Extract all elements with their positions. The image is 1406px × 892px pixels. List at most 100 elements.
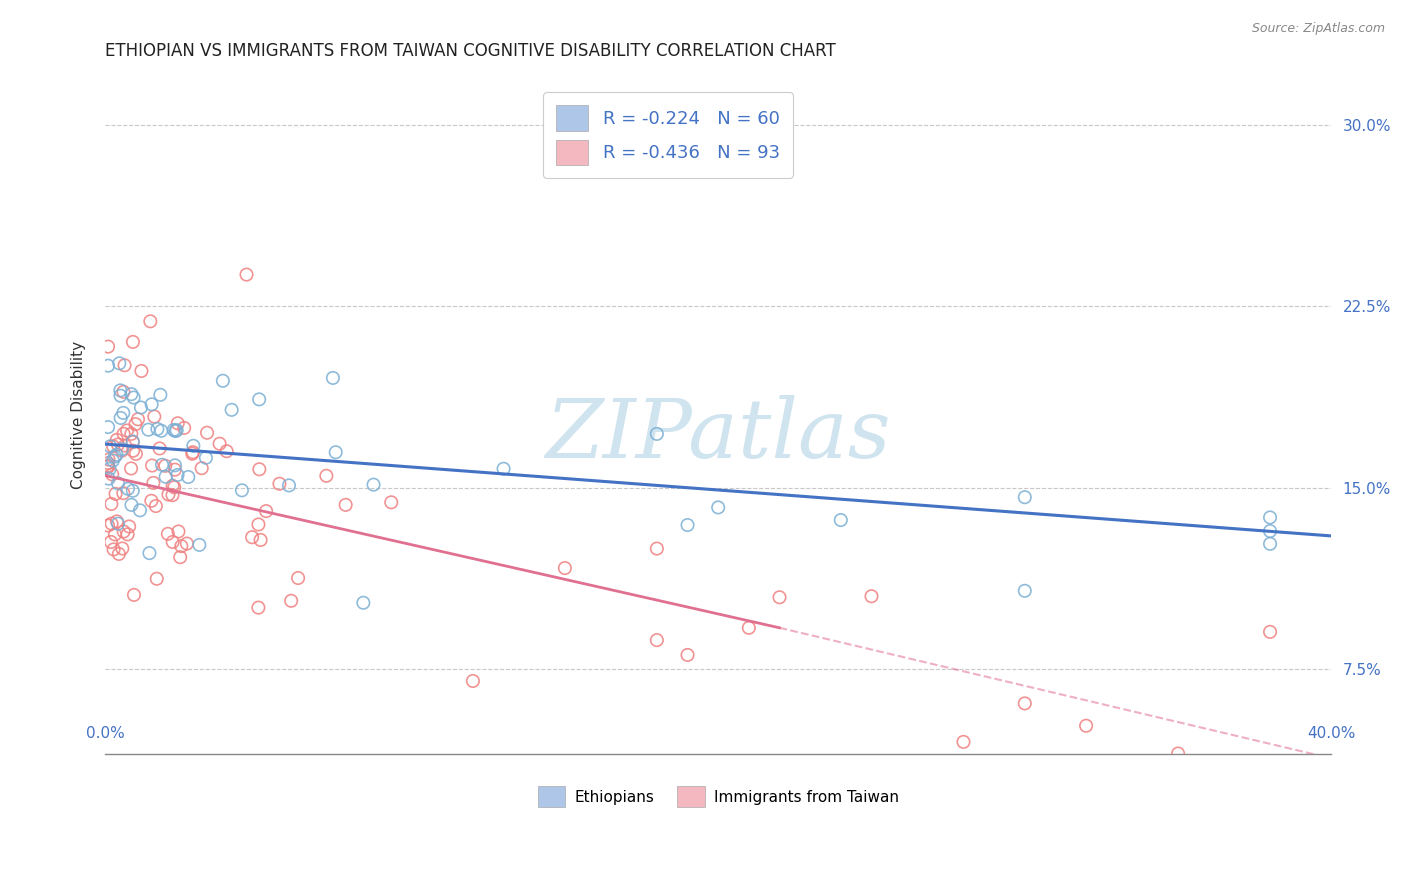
Point [145, 572, 167, 586]
Point [121, 435, 143, 450]
Point [104, 450, 127, 464]
Point [120, 461, 142, 475]
Point [269, 476, 291, 491]
Point [97, 340, 120, 354]
Point [278, 478, 301, 492]
Point [110, 384, 132, 398]
Point [121, 434, 143, 449]
Point [97, 359, 120, 373]
Point [1014, 583, 1036, 598]
Point [112, 486, 135, 500]
Point [104, 527, 127, 541]
Point [145, 499, 167, 513]
Point [215, 444, 238, 458]
Point [163, 458, 186, 473]
Point [101, 467, 124, 482]
Text: ZIPatlas: ZIPatlas [546, 395, 891, 475]
Point [554, 561, 576, 575]
Point [100, 497, 122, 511]
Point [247, 392, 270, 407]
Point [105, 515, 128, 529]
Point [129, 401, 152, 415]
Point [120, 387, 142, 401]
Point [122, 334, 145, 349]
Point [165, 424, 187, 438]
Point [315, 468, 337, 483]
Point [247, 517, 270, 532]
Point [141, 458, 163, 473]
Point [143, 409, 166, 424]
Point [107, 476, 129, 491]
Point [170, 539, 193, 553]
Point [163, 463, 186, 477]
Point [150, 458, 173, 472]
Point [1074, 719, 1097, 733]
Point [114, 438, 136, 452]
Point [169, 550, 191, 565]
Point [112, 426, 135, 441]
Point [138, 546, 160, 560]
Point [166, 467, 188, 482]
Point [1258, 624, 1281, 639]
Point [830, 513, 852, 527]
Point [325, 445, 347, 459]
Point [247, 600, 270, 615]
Point [112, 406, 135, 420]
Point [141, 493, 163, 508]
Point [97, 452, 120, 467]
Point [155, 458, 177, 473]
Point [247, 462, 270, 476]
Point [111, 541, 134, 556]
Point [363, 477, 385, 491]
Point [208, 436, 231, 450]
Point [157, 487, 180, 501]
Point [461, 673, 484, 688]
Point [142, 475, 165, 490]
Point [352, 596, 374, 610]
Point [183, 439, 205, 453]
Point [118, 519, 141, 533]
Point [98, 439, 121, 453]
Point [1167, 747, 1189, 761]
Point [707, 500, 730, 515]
Point [100, 535, 122, 549]
Point [156, 526, 179, 541]
Point [1014, 490, 1036, 504]
Point [162, 535, 184, 549]
Point [212, 374, 235, 388]
Point [111, 443, 134, 458]
Point [111, 442, 134, 457]
Point [335, 498, 357, 512]
Point [100, 516, 122, 531]
Point [738, 621, 761, 635]
Point [138, 423, 160, 437]
Point [195, 425, 218, 440]
Point [380, 495, 402, 509]
Point [110, 411, 132, 425]
Point [249, 533, 271, 547]
Point [97, 420, 120, 434]
Point [120, 426, 142, 441]
Point [173, 421, 195, 435]
Point [676, 518, 699, 533]
Point [149, 388, 172, 402]
Point [122, 588, 145, 602]
Point [124, 417, 146, 432]
Point [105, 433, 128, 447]
Text: ETHIOPIAN VS IMMIGRANTS FROM TAIWAN COGNITIVE DISABILITY CORRELATION CHART: ETHIOPIAN VS IMMIGRANTS FROM TAIWAN COGN… [105, 42, 835, 60]
Point [146, 422, 169, 436]
Point [150, 424, 173, 438]
Point [1258, 537, 1281, 551]
Point [163, 480, 186, 494]
Point [97, 472, 120, 486]
Point [176, 536, 198, 550]
Point [97, 458, 120, 473]
Point [676, 648, 699, 662]
Legend: Ethiopians, Immigrants from Taiwan: Ethiopians, Immigrants from Taiwan [531, 780, 905, 814]
Point [1014, 697, 1036, 711]
Point [115, 424, 138, 438]
Point [181, 447, 204, 461]
Point [121, 498, 143, 512]
Point [492, 462, 515, 476]
Point [240, 530, 263, 544]
